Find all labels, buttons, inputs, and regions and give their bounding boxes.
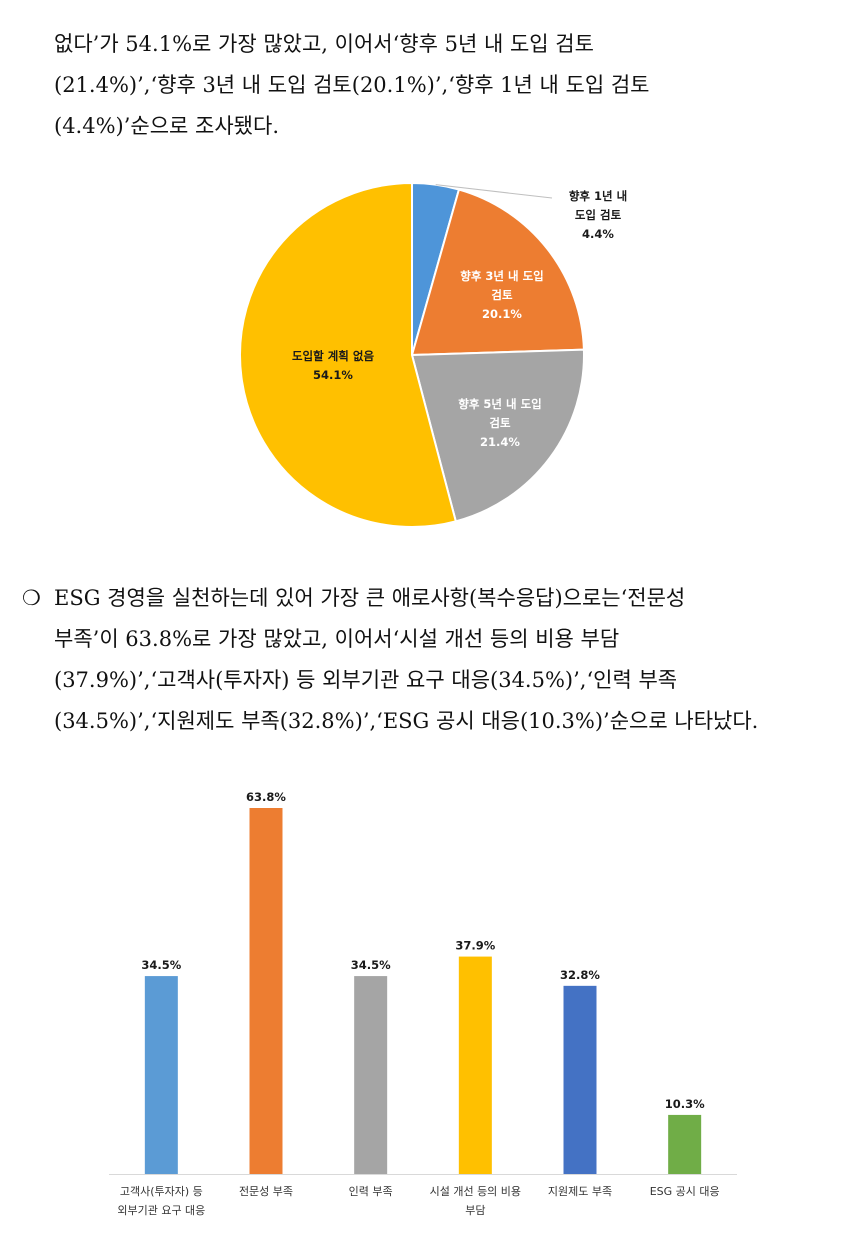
bar: [458, 956, 492, 1174]
x-tick-label: ESG 공시 대응: [650, 1185, 720, 1198]
bar-value-label: 37.9%: [455, 939, 495, 953]
pie-slice: [410, 188, 585, 357]
para2-line-1: ESG 경영을 실천하는데 있어 가장 큰 애로사항(복수응답)으로는‘전문성: [54, 586, 686, 610]
pie-slice-label: 향후 5년 내 도입 검토 21.4%: [458, 397, 542, 449]
x-tick-label: 시설 개선 등의 비용 부담: [430, 1185, 521, 1217]
para1-line-3: (4.4%)’순으로 조사됐다.: [54, 114, 280, 138]
pie-slice-label: 도입할 계획 없음 54.1%: [292, 349, 374, 382]
bar: [563, 985, 597, 1174]
bar-value-label: 34.5%: [351, 958, 391, 972]
bar: [354, 976, 388, 1174]
pie-slice-label: 향후 1년 내 도입 검토 4.4%: [569, 189, 627, 241]
bar-value-label: 10.3%: [665, 1097, 705, 1111]
bar-chart: 34.5% 고객사(투자자) 등 외부기관 요구 대응 63.8% 전문성 부족 34.5…: [109, 790, 737, 1217]
para1-line-1: 없다’가 54.1%로 가장 많았고, 이어서‘향후 5년 내 도입 검토: [54, 32, 594, 56]
pie-slice-label: 향후 3년 내 도입 검토 20.1%: [460, 269, 544, 321]
x-tick-label: 인력 부족: [349, 1185, 393, 1198]
para2-line-3: (37.9%)’,‘고객사(투자자) 등 외부기관 요구 대응(34.5%)’,…: [54, 668, 678, 692]
para2-line-4: (34.5%)’,‘지원제도 부족(32.8%)’,‘ESG 공시 대응(10.…: [54, 709, 759, 733]
pie-slice: [239, 181, 458, 528]
bullet-icon: ❍: [22, 586, 41, 610]
bar: [668, 1114, 702, 1174]
bar-value-label: 63.8%: [246, 790, 286, 804]
pie-slice: [410, 348, 585, 523]
bar: [249, 808, 283, 1174]
x-tick-label: 지원제도 부족: [548, 1185, 612, 1198]
pie-chart: 향후 1년 내 도입 검토 4.4% 향후 3년 내 도입 검토 20.1% 향후 5년 내…: [239, 181, 627, 528]
x-tick-label: 전문성 부족: [239, 1185, 293, 1198]
bar-value-label: 34.5%: [141, 958, 181, 972]
paragraph-1: 없다’가 54.1%로 가장 많았고, 이어서‘향후 5년 내 도입 검토 (2…: [22, 24, 832, 147]
x-tick-label: 고객사(투자자) 등 외부기관 요구 대응: [117, 1185, 205, 1217]
para1-line-2: (21.4%)’,‘향후 3년 내 도입 검토(20.1%)’,‘향후 1년 내…: [54, 73, 650, 97]
paragraph-2: ❍ ESG 경영을 실천하는데 있어 가장 큰 애로사항(복수응답)으로는‘전문성…: [22, 578, 832, 742]
pie-leader-line: [435, 184, 553, 199]
bar: [144, 976, 178, 1174]
para2-line-2: 부족’이 63.8%로 가장 많았고, 이어서‘시설 개선 등의 비용 부담: [54, 627, 620, 651]
bar-value-label: 32.8%: [560, 968, 600, 982]
